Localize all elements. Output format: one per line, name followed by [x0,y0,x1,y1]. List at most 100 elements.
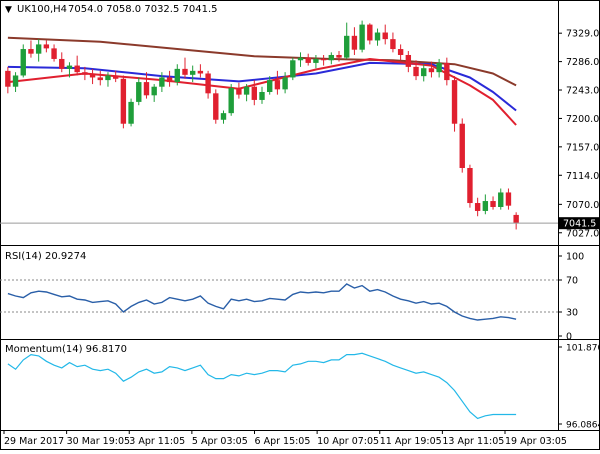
time-tick-label: 11 Apr 19:05 [380,436,442,447]
candle-body [51,48,57,59]
candle-body [336,54,342,58]
candle-body [305,57,311,63]
candle-body [205,73,211,94]
candle-body [213,93,219,120]
rsi-panel: 100 70 30 0 [0,252,584,343]
time-tick-label: 13 Apr 11:05 [442,436,504,447]
rsi-line [7,283,517,321]
candle-body [159,77,165,87]
price-tick-label: 7070.0 [566,200,599,211]
ma-mid-line [7,61,517,112]
candle-body [459,123,465,168]
candle-body [197,70,204,74]
candle-body [189,70,196,75]
candle-body [498,192,504,207]
candle-body [82,72,88,75]
momentum-line [7,352,517,420]
candle-body [328,54,335,61]
candle-body [12,75,19,87]
candle-body [313,58,319,63]
momentum-panel: 101.8708 96.0864 [7,344,600,431]
candle-body [513,214,519,223]
candle-body [236,88,242,95]
chart-title: UK100,H4 [17,4,67,15]
candle-body [66,65,73,69]
candle-body [166,77,173,83]
candle-body [35,44,42,54]
momentum-tick-label: 96.0864 [566,421,600,431]
candle-body [367,24,373,41]
price-tick-label: 7329.0 [566,29,599,40]
candle-body [267,80,273,92]
price-tick-label: 7157.0 [566,142,599,153]
rsi-tick-label: 70 [566,276,578,287]
candle-body [28,49,34,54]
price-tick-label: 7027.0 [566,228,599,239]
rsi-tick-label: 30 [566,308,578,319]
candle-body [421,68,427,77]
candle-body [297,57,304,61]
candle-body [274,80,281,90]
price-tick-label: 7286.0 [566,57,599,68]
candle-body [413,66,419,77]
time-tick-label: 6 Apr 15:05 [255,436,311,447]
time-axis: 29 Mar 2017 30 Mar 19:05 3 Apr 11:05 5 Apr … [3,430,567,447]
candle-body [97,77,103,81]
candle-body [374,32,381,41]
momentum-tick-label: 101.8708 [566,344,600,354]
candle-body [20,49,26,76]
candle-body [136,82,142,102]
candle-body [5,70,11,87]
candle-body [467,168,473,204]
candle-body [290,60,296,78]
candle-body [251,86,257,100]
candle-body [390,39,396,50]
candle-body [143,82,150,96]
candle-body [182,68,188,75]
candle-body [89,74,96,78]
candle-body [243,86,250,95]
candle-body [320,58,327,61]
time-tick-label: 30 Mar 19:05 [67,436,130,447]
price-tick-label: 7114.0 [566,171,599,182]
candle-body [259,92,265,100]
price-tick-label: 7200.0 [566,114,599,125]
candle-body [228,88,234,114]
momentum-title: Momentum(14) 96.8170 [5,344,127,355]
candle-body [474,203,481,211]
rsi-title: RSI(14) 20.9274 [5,251,86,262]
candle-body [105,75,111,81]
price-panel: 7027.0 7070.0 7114.0 7157.0 7200.0 7243.0 7286… [0,20,599,239]
candle-body [382,32,388,40]
price-tick-label: 7243.0 [566,86,599,97]
candle-body [397,49,404,55]
candle-body [43,44,50,49]
candle-body [220,113,227,120]
rsi-tick-label: 100 [566,252,584,263]
time-tick-label: 5 Apr 03:05 [192,436,248,447]
candle-body [351,35,358,50]
candle-body [282,77,288,90]
candle-body [428,68,435,73]
ohlc-readout: 7054.0 7058.0 7032.5 7041.5 [68,4,218,15]
candle-body [74,65,80,73]
last-price-label: 7041.5 [563,219,596,230]
symbol-dropdown-icon[interactable]: ▼ [5,5,12,15]
candle-body [405,54,412,67]
candle-body [482,201,489,211]
time-tick-label: 3 Apr 11:05 [129,436,185,447]
last-price-badge [559,217,599,230]
time-tick-label: 10 Apr 07:05 [317,436,379,447]
time-tick-label: 29 Mar 2017 [4,436,64,447]
candle-body [451,80,458,124]
candle-body [151,86,157,96]
candle-body [505,192,512,206]
rsi-tick-label: 0 [566,332,572,343]
candle-body [444,62,450,81]
candle-body [59,58,65,69]
candle-body [128,101,134,124]
candle-body [490,201,496,207]
candle-body [359,24,365,50]
